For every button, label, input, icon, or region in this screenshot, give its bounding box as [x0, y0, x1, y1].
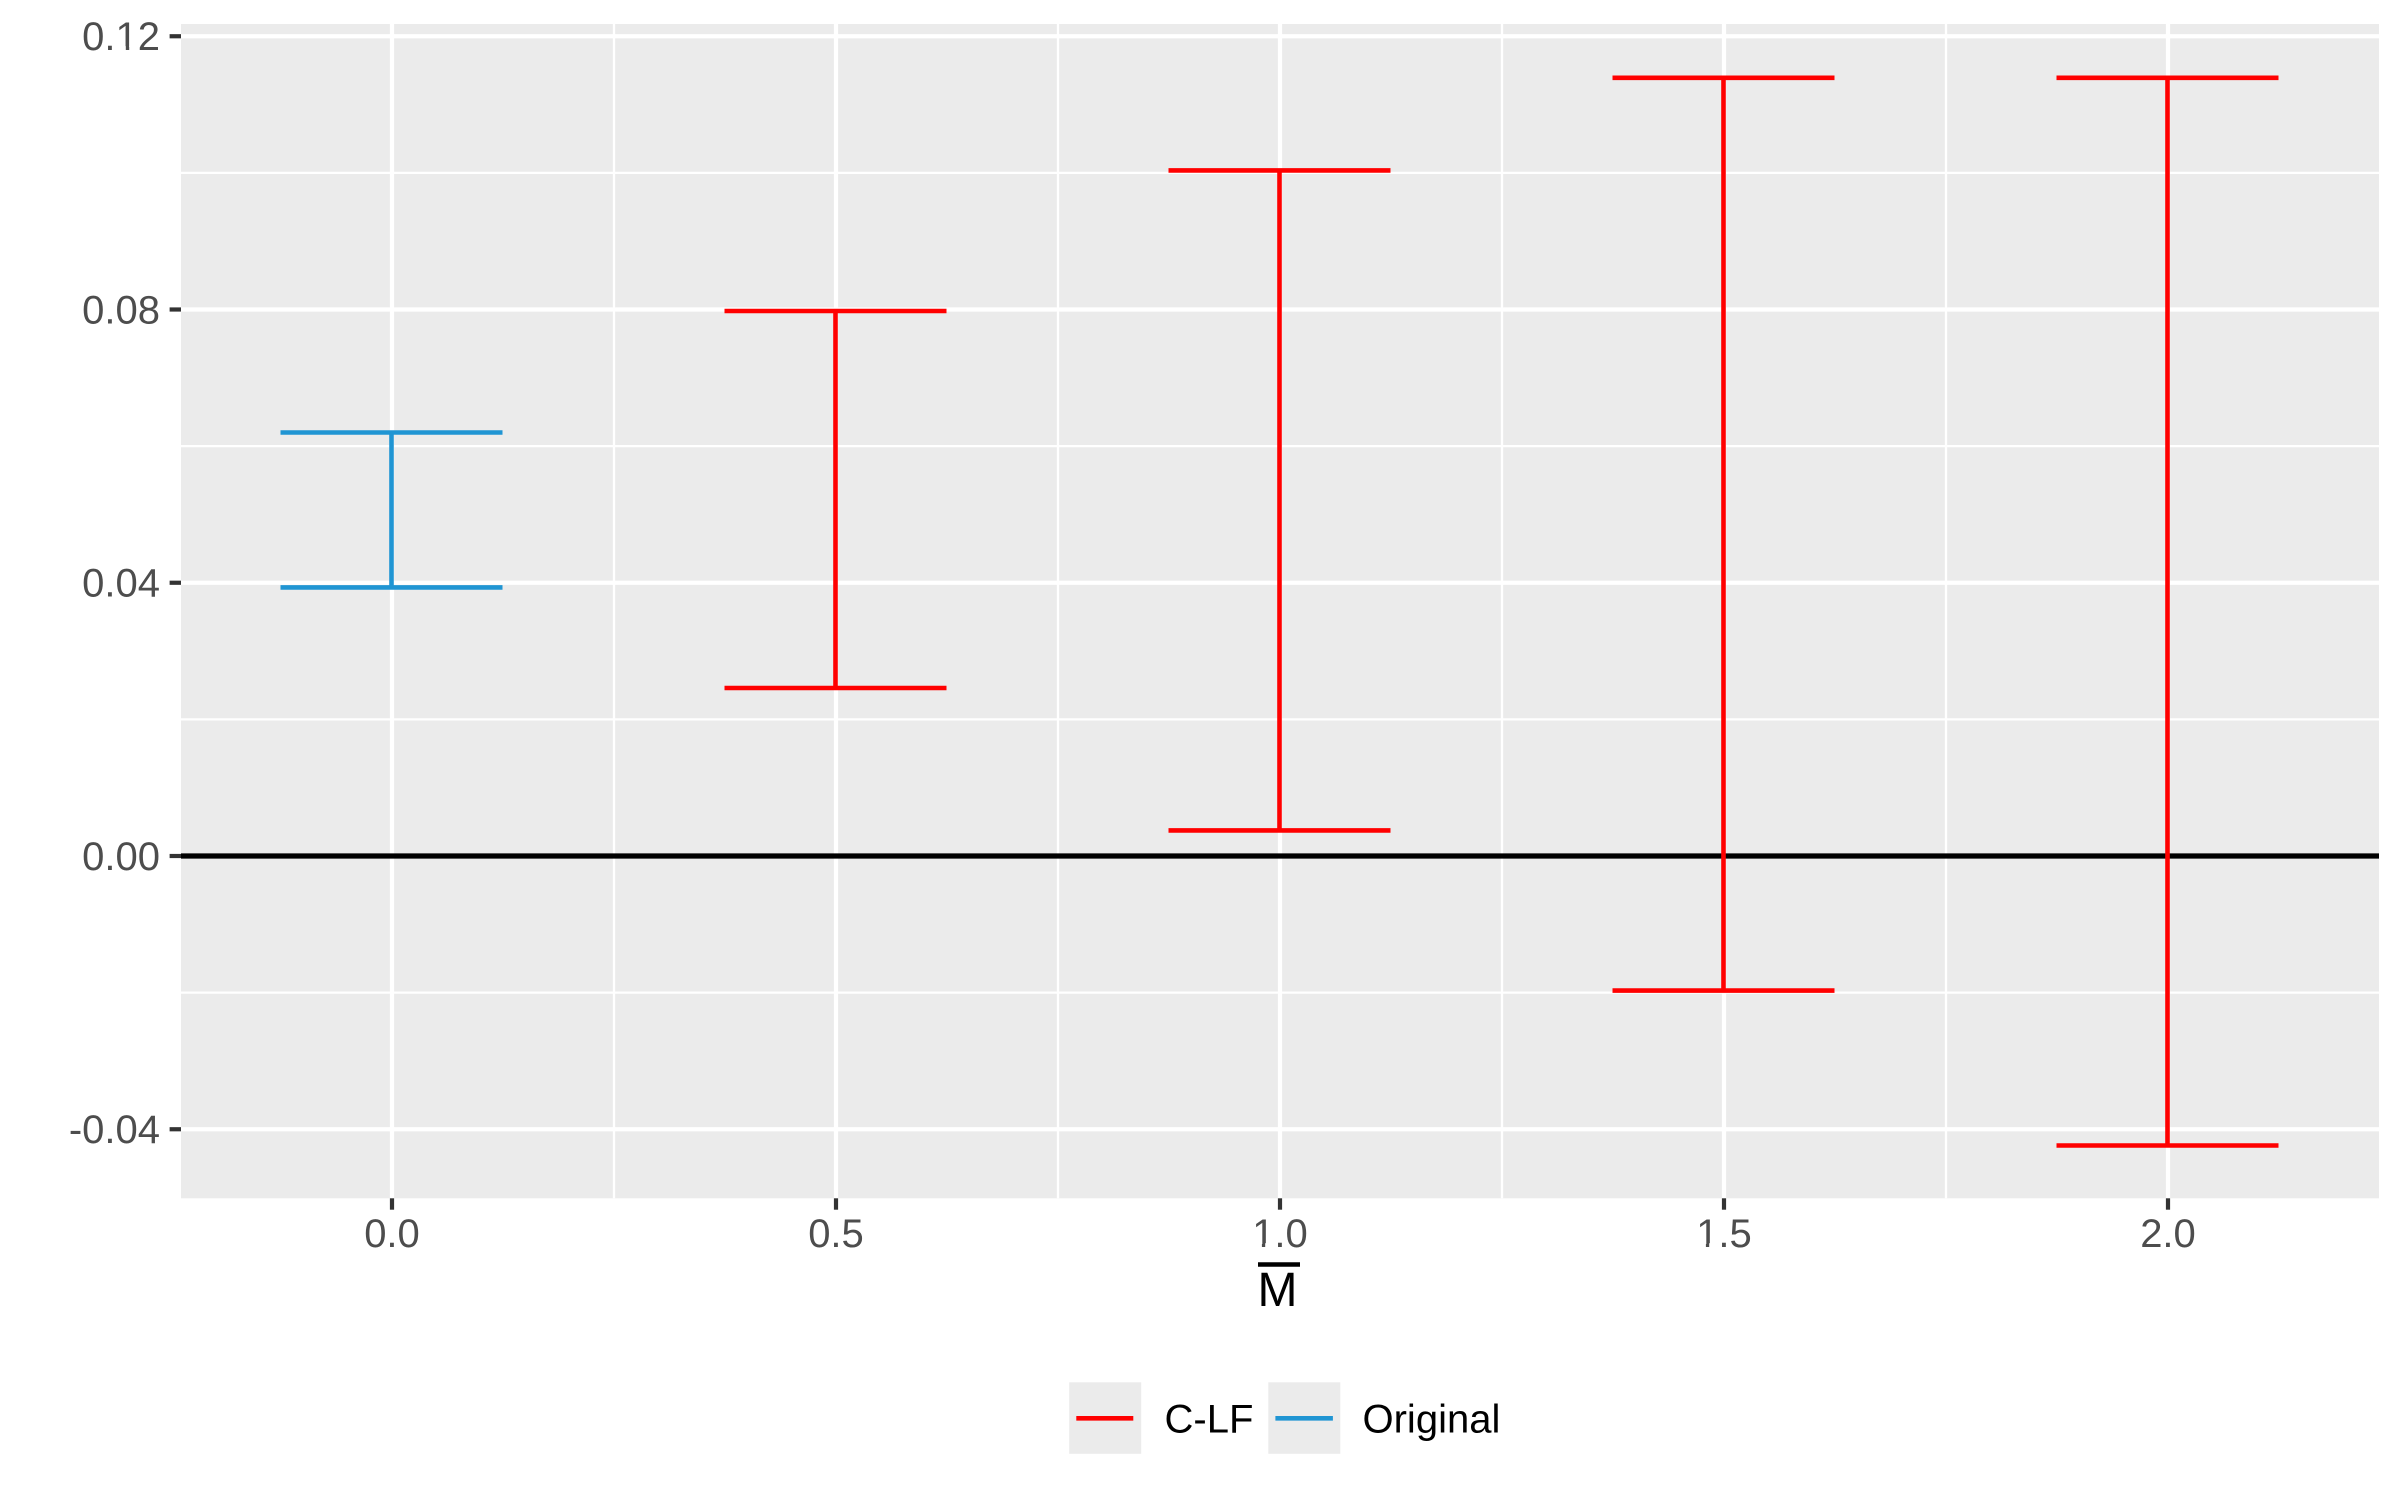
svg-text:1.5: 1.5	[1696, 1212, 1752, 1256]
svg-text:Original: Original	[1363, 1397, 1501, 1441]
svg-text:0.00: 0.00	[82, 835, 160, 879]
svg-text:0.04: 0.04	[82, 562, 160, 606]
svg-text:0.5: 0.5	[808, 1212, 864, 1256]
svg-text:1.0: 1.0	[1252, 1212, 1308, 1256]
svg-text:C-LF: C-LF	[1165, 1397, 1254, 1441]
svg-text:M: M	[1258, 1264, 1298, 1317]
svg-text:0.12: 0.12	[82, 15, 160, 59]
svg-text:0.0: 0.0	[364, 1212, 420, 1256]
svg-text:0.08: 0.08	[82, 288, 160, 332]
svg-text:2.0: 2.0	[2140, 1212, 2196, 1256]
svg-text:-0.04: -0.04	[69, 1108, 160, 1152]
